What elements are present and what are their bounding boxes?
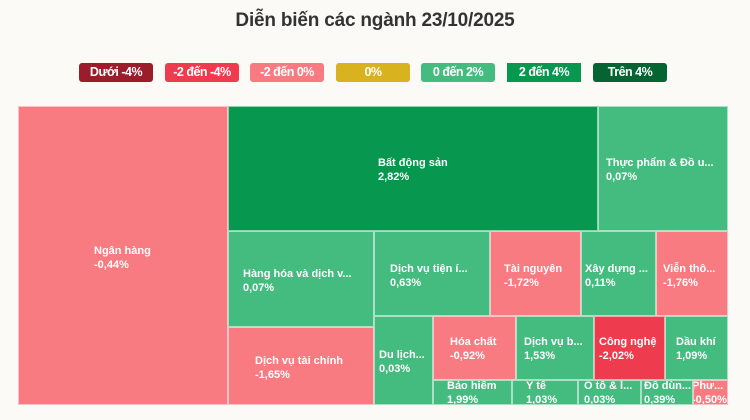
cell-change: -0,44% [94,259,129,271]
cell-name: Phư... [693,380,724,392]
treemap-cell-du-lich[interactable]: Du lịch... 0,03% [374,316,433,405]
treemap-cell-do-dung[interactable]: Đồ dùn... 0,39% [641,380,693,405]
legend-chip-2-to-4[interactable]: 2 đến 4% [507,63,581,82]
cell-change: 0,03% [584,394,616,405]
cell-name: Hóa chất [450,336,497,348]
cell-name: Bất động sản [378,157,448,169]
treemap-cell-vien-thong[interactable]: Viễn thô... -1,76% [656,231,728,316]
treemap-cell-dau-khi[interactable]: Dầu khí 1,09% [665,316,728,380]
cell-name: Du lịch... [379,349,425,361]
legend-chip-minus-2-to-0[interactable]: -2 đến 0% [250,63,324,82]
cell-change: 0,07% [606,171,638,183]
cell-name: Xây dựng ... [585,263,648,275]
cell-change: 0,03% [379,363,411,375]
treemap-cell-ngan-hang[interactable]: Ngân hàng -0,44% [18,106,228,405]
cell-change: 1,03% [526,394,558,405]
treemap: Ngân hàng -0,44% Bất động sản 2,82% Thực… [18,106,728,405]
cell-change: 1,99% [447,394,479,405]
treemap-cell-tai-nguyen[interactable]: Tài nguyên -1,72% [490,231,581,316]
treemap-cell-dich-vu-tien-ich[interactable]: Dịch vụ tiện í... 0,63% [374,231,490,316]
cell-name: Viễn thô... [663,263,716,275]
treemap-cell-hang-hoa-dich-vu[interactable]: Hàng hóa và dịch v... 0,07% [228,231,374,327]
cell-name: Đồ dùn... [644,380,692,392]
cell-name: Dịch vụ b... [524,336,583,348]
cell-name: Y tế [526,380,546,392]
cell-change: 1,53% [524,350,556,362]
treemap-cell-y-te[interactable]: Y tế 1,03% [512,380,578,405]
treemap-cell-dich-vu-tai-chinh[interactable]: Dịch vụ tài chính -1,65% [228,327,374,405]
cell-name: Hàng hóa và dịch v... [243,268,352,280]
cell-name: Dầu khí [676,336,716,348]
treemap-cell-xay-dung[interactable]: Xây dựng ... 0,11% [581,231,656,316]
chart-title: Diễn biến các ngành 23/10/2025 [235,10,515,31]
cell-change: -2,02% [599,350,634,362]
treemap-cell-dich-vu-ban-le[interactable]: Dịch vụ b... 1,53% [516,316,594,380]
legend-chip-zero[interactable]: 0% [336,63,410,82]
cell-change: -1,65% [255,369,290,381]
cell-name: Thực phẩm & Đồ u... [606,157,714,169]
legend-chip-below-minus-4[interactable]: Dưới -4% [79,63,153,82]
cell-name: Tài nguyên [504,263,563,275]
cell-change: -0,50% [693,394,727,405]
cell-change: -1,76% [663,277,698,289]
cell-change: 0,07% [243,282,275,294]
legend-chip-0-to-2[interactable]: 0 đến 2% [421,63,495,82]
treemap-cell-phuong-tien[interactable]: Phư... -0,50% [693,380,728,405]
legend-chip-above-4[interactable]: Trên 4% [593,63,667,82]
cell-change: 0,63% [390,277,422,289]
cell-change: -1,72% [504,277,539,289]
cell-change: 1,09% [676,350,708,362]
cell-name: Ô tô & l... [584,380,633,392]
cell-name: Dịch vụ tài chính [255,355,344,367]
treemap-cell-bao-hiem[interactable]: Bảo hiểm 1,99% [433,380,512,405]
treemap-cell-bat-dong-san[interactable]: Bất động sản 2,82% [228,106,598,231]
treemap-cell-thuc-pham[interactable]: Thực phẩm & Đồ u... 0,07% [598,106,728,231]
cell-name: Ngân hàng [94,245,151,257]
cell-change: 0,11% [585,277,616,289]
legend-chip-minus-2-to-minus-4[interactable]: -2 đến -4% [165,63,239,82]
treemap-cell-cong-nghe[interactable]: Công nghệ -2,02% [594,316,665,380]
cell-name: Dịch vụ tiện í... [390,263,468,275]
treemap-cell-hoa-chat[interactable]: Hóa chất -0,92% [433,316,516,380]
cell-name: Công nghệ [599,336,657,348]
cell-change: -0,92% [450,350,485,362]
cell-change: 0,39% [644,394,676,405]
cell-name: Bảo hiểm [447,380,497,392]
treemap-cell-o-to[interactable]: Ô tô & l... 0,03% [578,380,641,405]
cell-change: 2,82% [378,171,410,183]
